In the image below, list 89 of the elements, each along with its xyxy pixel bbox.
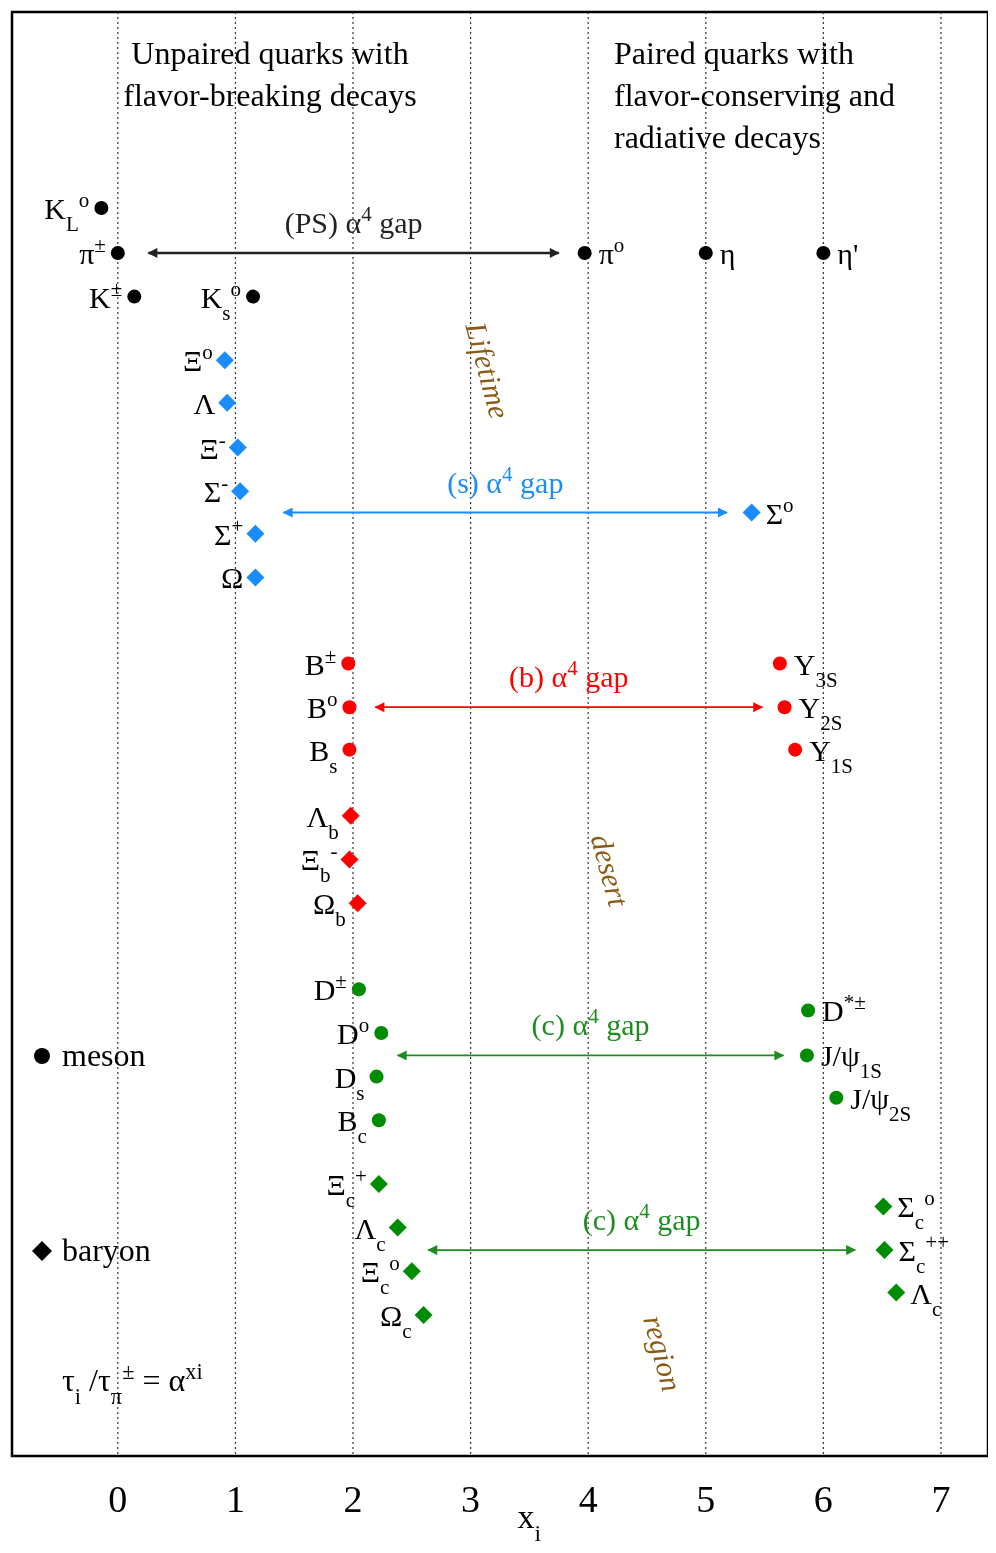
x-tick-label: 4 [578, 1478, 598, 1520]
annotation: Λ$_{c}$ [354, 1211, 386, 1256]
point [402, 1262, 421, 1281]
series-label: (c) α$^{4}$ gap [582, 1199, 701, 1238]
annotation: Ξ$^{o}$ [183, 340, 213, 378]
point [777, 700, 792, 715]
annotation: D$^{o}$ [337, 1012, 370, 1050]
point [801, 1003, 816, 1018]
series-label: (s) α$^{4}$ gap [447, 461, 564, 500]
text: Unpaired quarks with flavor-breaking decays [123, 35, 417, 113]
x-tick-label: 7 [931, 1478, 951, 1520]
annotation: π$^{o}$ [598, 232, 625, 270]
point [231, 482, 250, 501]
annotation: B$_{c}$ [337, 1104, 367, 1149]
point [577, 245, 592, 260]
point [816, 245, 831, 260]
annotation: D$_{s}$ [334, 1060, 365, 1105]
point [246, 568, 265, 587]
annotation: B$_{s}$ [309, 733, 338, 778]
annotation: η [719, 236, 736, 270]
annotation: Λ$_{c}$ [910, 1276, 942, 1321]
point [94, 201, 109, 215]
annotation: baryon [62, 1232, 151, 1268]
x-tick-label: 2 [343, 1478, 363, 1520]
point [127, 289, 142, 304]
annotation: Λ$_{b}$ [306, 799, 339, 844]
x-tick-label: 6 [813, 1478, 833, 1520]
annotation: Σ$^{o}$ [765, 492, 794, 530]
point [414, 1305, 433, 1324]
point [228, 438, 247, 457]
point [348, 894, 367, 913]
point [772, 656, 787, 671]
annotation: Υ$_{1S}$ [809, 733, 854, 778]
x-tick-label: 0 [108, 1478, 128, 1520]
x-axis-title: x$_{i}$ [517, 1498, 542, 1546]
point [875, 1241, 894, 1260]
annotation: J/ψ$_{1S}$ [820, 1039, 882, 1084]
point [698, 245, 713, 260]
point [829, 1090, 844, 1105]
annotation: Λ [193, 386, 216, 420]
x-tick-label: 1 [225, 1478, 245, 1520]
point [799, 1048, 814, 1063]
annotation: B$^{o}$ [306, 687, 338, 725]
point [742, 503, 761, 522]
point [341, 806, 360, 825]
point [388, 1218, 407, 1237]
annotation: η' [837, 236, 859, 270]
annotation: Σ$^{+}$ [214, 513, 244, 551]
point [246, 524, 265, 543]
series-label: (PS) α$^{4}$ gap [284, 201, 423, 240]
annotation: D$^{±}$ [313, 969, 347, 1007]
point [246, 289, 261, 304]
x-tick-label: 3 [461, 1478, 481, 1520]
annotation: Σ$^{-}$ [203, 471, 229, 509]
text: Paired quarks with flavor-conserving and radiative decays [614, 35, 896, 155]
annotation: Υ$_{2S}$ [798, 691, 843, 736]
series-label: (b) α$^{4}$ gap [509, 656, 629, 695]
point [887, 1283, 906, 1302]
point [215, 351, 234, 370]
point [371, 1113, 386, 1128]
annotation: Lifetime [459, 317, 517, 423]
annotation: Ω [221, 561, 244, 595]
point [110, 245, 125, 260]
annotation: Υ$_{3S}$ [793, 647, 838, 692]
series-label: (c) α$^{4}$ gap [531, 1004, 650, 1043]
annotation: K$^{±}$ [89, 276, 123, 314]
point [342, 700, 357, 715]
x-tick-label: 5 [696, 1478, 716, 1520]
point [369, 1069, 384, 1084]
annotation: Ω$_{c}$ [379, 1298, 412, 1343]
point [218, 393, 237, 412]
point [874, 1197, 893, 1216]
annotation: τ$_{i}$ /τ$_{π}$$^{±}$ = α$^{xi}$ [62, 1358, 203, 1409]
point [342, 742, 357, 757]
annotation: Ω$_{b}$ [312, 887, 346, 932]
point [374, 1025, 389, 1040]
annotation: meson [62, 1037, 146, 1073]
point [351, 982, 366, 997]
point [369, 1174, 388, 1193]
point [340, 850, 359, 869]
annotation: Ξ$^{-}$ [199, 427, 226, 465]
annotation: desert [584, 830, 636, 911]
annotation: J/ψ$_{2S}$ [850, 1081, 912, 1126]
annotation: region [637, 1311, 690, 1395]
annotation: π$^{±}$ [79, 232, 106, 270]
annotation: D$^{*±}$ [822, 990, 866, 1028]
point [788, 742, 803, 757]
point [341, 656, 356, 671]
annotation: B$^{±}$ [304, 643, 337, 681]
